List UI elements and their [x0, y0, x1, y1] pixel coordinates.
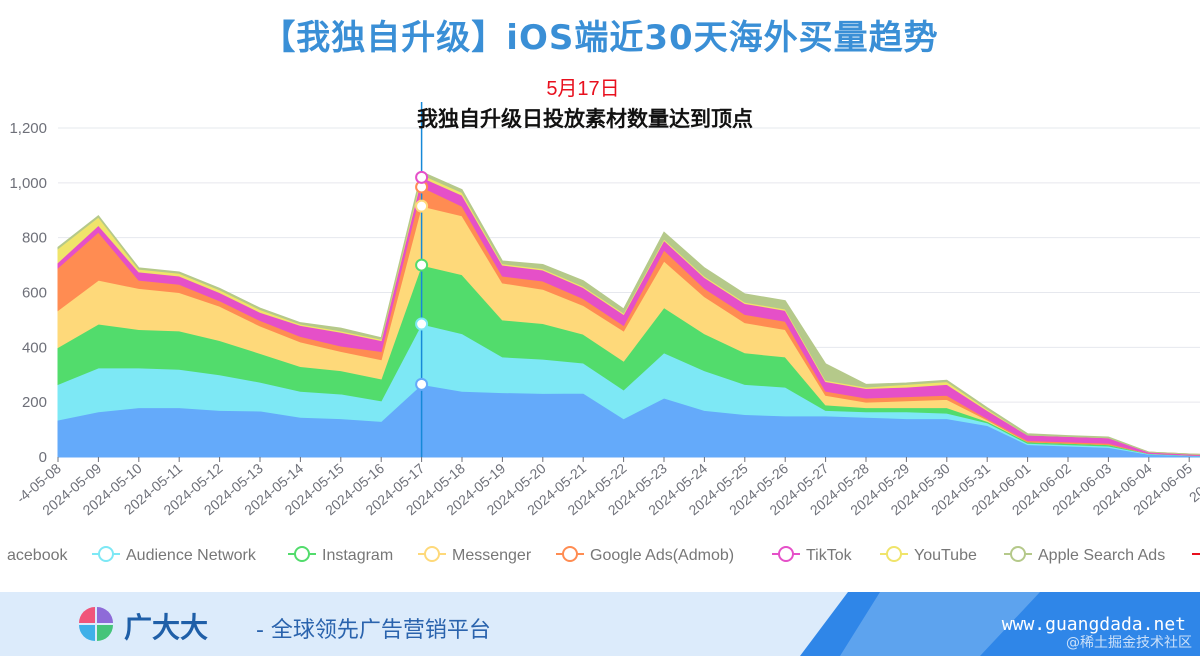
legend-label: Messenger — [452, 547, 532, 564]
legend-item[interactable]: acebook — [7, 547, 68, 564]
legend-item[interactable]: Instagram — [288, 546, 393, 564]
y-tick-label: 1,000 — [9, 175, 47, 192]
brand-slogan: - 全球领先广告营销平台 — [256, 618, 491, 643]
area-apple-search-ads — [57, 171, 1200, 455]
highlight-point[interactable] — [415, 170, 429, 184]
highlight-marker — [415, 102, 429, 457]
legend-label: Apple Search Ads — [1038, 547, 1165, 564]
annotation-date: 5月17日 — [546, 78, 619, 100]
y-tick-label: 0 — [39, 449, 47, 466]
legend-item[interactable]: Messenger — [418, 546, 532, 564]
legend-label: TikTok — [806, 547, 853, 564]
highlight-point[interactable] — [415, 377, 429, 391]
area-series-group — [57, 171, 1200, 458]
legend-label: Instagram — [322, 547, 393, 564]
y-axis: 0 200 400 600 800 1,000 1,200 — [9, 120, 47, 466]
brand-name: 广大大 — [124, 611, 209, 644]
site-url[interactable]: www.guangdada.net — [1001, 614, 1186, 635]
legend[interactable]: acebook Audience Network Instagram Messenge… — [7, 546, 1200, 564]
y-tick-label: 800 — [22, 230, 47, 247]
legend-circle-icon — [778, 546, 794, 562]
legend-label: Audience Network — [126, 547, 257, 564]
legend-item[interactable]: TikTok — [772, 546, 853, 564]
guangdada-logo-icon — [79, 607, 113, 641]
legend-circle-icon — [294, 546, 310, 562]
legend-item[interactable]: Audience Network — [92, 546, 257, 564]
legend-label: acebook — [7, 547, 68, 564]
legend-circle-icon — [886, 546, 902, 562]
y-tick-label: 200 — [22, 394, 47, 411]
legend-item[interactable]: Apple Search Ads — [1004, 546, 1165, 564]
highlight-point[interactable] — [415, 317, 429, 331]
watermark-text: @稀土掘金技术社区 — [1066, 635, 1192, 651]
legend-label: Google Ads(Admob) — [590, 547, 734, 564]
legend-circle-icon — [424, 546, 440, 562]
y-tick-label: 400 — [22, 339, 47, 356]
legend-item[interactable]: Google Ads(Admob) — [556, 546, 734, 564]
highlight-point[interactable] — [415, 199, 429, 213]
legend-item[interactable]: YouTube — [880, 546, 977, 564]
footer-banner: 广大大 - 全球领先广告营销平台 www.guangdada.net @稀土掘金… — [0, 592, 1200, 656]
annotation-text: 我独自升级日投放素材数量达到顶点 — [417, 107, 753, 131]
y-tick-label: 600 — [22, 285, 47, 302]
chart-title: 【我独自升级】iOS端近30天海外买量趋势 — [261, 18, 939, 58]
legend-circle-icon — [1010, 546, 1026, 562]
highlight-point[interactable] — [415, 258, 429, 272]
y-tick-label: 1,200 — [9, 120, 47, 137]
area-chart: 0 200 400 600 800 1,000 1,200 -4-05-082024-05-… — [7, 78, 1200, 564]
x-axis: -4-05-082024-05-092024-05-102024-05-1120… — [13, 457, 1200, 518]
legend-label: YouTube — [914, 547, 977, 564]
legend-circle-icon — [98, 546, 114, 562]
legend-circle-icon — [562, 546, 578, 562]
